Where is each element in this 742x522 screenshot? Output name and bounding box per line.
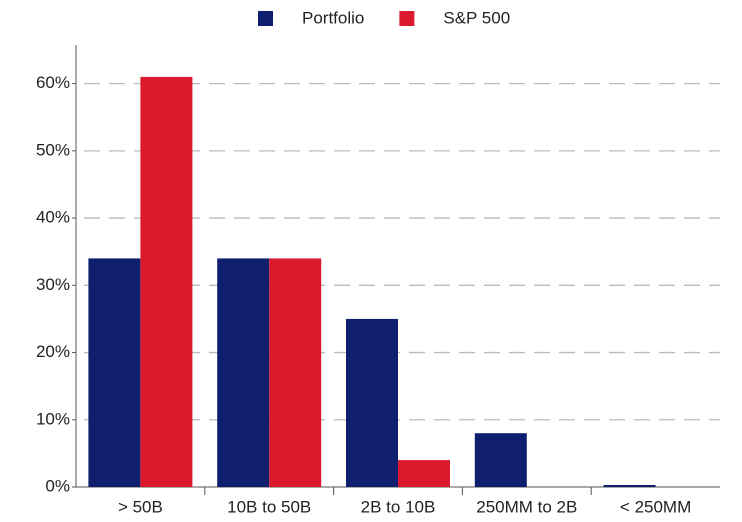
bar: [269, 258, 322, 487]
x-tick-label: 2B to 10B: [361, 497, 436, 516]
y-tick-label: 0%: [45, 476, 70, 495]
x-tick-label: > 50B: [118, 497, 163, 516]
y-tick-label: 20%: [36, 342, 70, 361]
bar: [474, 433, 527, 487]
bar: [346, 318, 398, 487]
bar: [217, 258, 270, 487]
bar: [140, 76, 193, 488]
x-tick-label: < 250MM: [620, 497, 691, 516]
legend-swatch: [399, 11, 415, 26]
y-tick-label: 40%: [36, 208, 70, 227]
y-tick-label: 50%: [36, 140, 70, 159]
y-tick-label: 10%: [36, 409, 70, 428]
x-tick-label: 10B to 50B: [227, 497, 311, 516]
y-tick-label: 30%: [36, 275, 70, 294]
bar: [88, 258, 141, 487]
bar: [603, 484, 656, 487]
x-tick-label: 250MM to 2B: [476, 497, 577, 516]
legend-label: S&P 500: [443, 8, 510, 27]
legend-label: Portfolio: [302, 8, 364, 27]
bar: [398, 460, 450, 487]
y-tick-label: 60%: [36, 73, 70, 92]
legend-swatch: [258, 11, 273, 26]
